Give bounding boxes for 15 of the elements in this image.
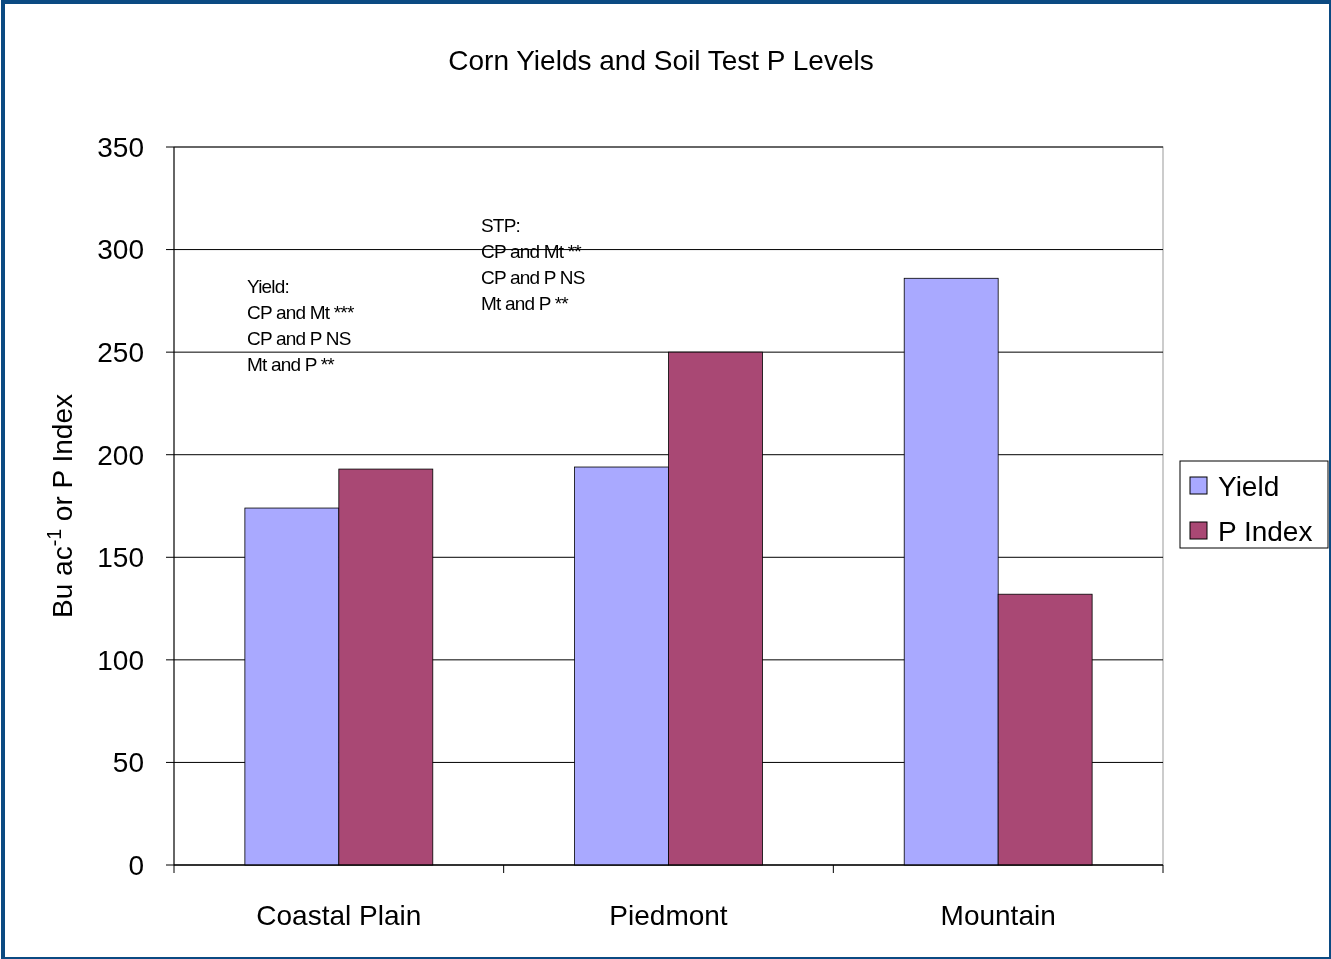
y-tick-label: 200: [97, 439, 144, 471]
y-tick-label: 100: [97, 644, 144, 676]
x-tick-label: Coastal Plain: [256, 900, 422, 931]
y-tick-label: 250: [97, 336, 144, 368]
y-tick-label: 350: [97, 131, 144, 163]
chart-title: Corn Yields and Soil Test P Levels: [448, 45, 874, 76]
x-tick-label: Mountain: [940, 900, 1056, 931]
x-tick-label: Piedmont: [609, 900, 728, 931]
y-tick-label: 150: [97, 542, 144, 574]
legend-label: P Index: [1218, 515, 1313, 547]
y-tick-label: 300: [97, 234, 144, 266]
annotation: Yield: CP and Mt *** CP and P NS Mt and P **: [247, 276, 355, 375]
y-tick-label: 50: [112, 747, 144, 779]
y-tick-label: 0: [128, 849, 144, 881]
legend-label: Yield: [1218, 470, 1280, 502]
